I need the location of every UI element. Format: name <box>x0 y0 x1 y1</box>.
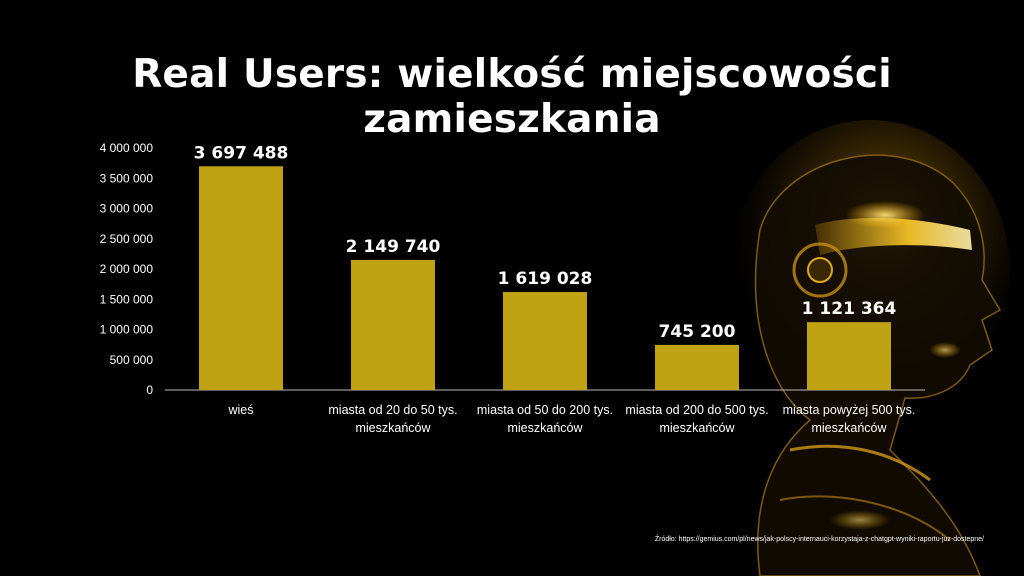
category-label: miasta od 50 do 200 tys. <box>477 403 613 417</box>
y-tick-label: 1 000 000 <box>100 323 154 337</box>
y-tick-label: 1 500 000 <box>100 292 154 306</box>
y-tick-label: 3 500 000 <box>100 171 154 185</box>
category-label: miasta od 200 do 500 tys. <box>625 403 768 417</box>
slide-title: Real Users: wielkość miejscowości zamies… <box>132 52 892 142</box>
bar <box>503 292 587 390</box>
bar <box>655 344 739 390</box>
category-label: mieszkańców <box>507 421 583 435</box>
bar <box>807 322 891 390</box>
category-label: mieszkańców <box>355 421 431 435</box>
y-tick-label: 2 500 000 <box>100 232 154 246</box>
y-tick-label: 0 <box>146 383 153 397</box>
bar-value-label: 2 149 740 <box>346 237 441 257</box>
category-label: wieś <box>227 403 253 417</box>
y-tick-label: 3 000 000 <box>100 202 154 216</box>
bar <box>351 259 435 390</box>
y-tick-label: 500 000 <box>110 353 154 367</box>
bar-value-label: 3 697 488 <box>194 143 289 163</box>
category-label: mieszkańców <box>811 421 887 435</box>
bar-value-label: 1 619 028 <box>498 269 593 289</box>
category-label: miasta powyżej 500 tys. <box>783 403 916 417</box>
y-tick-label: 4 000 000 <box>100 141 154 155</box>
bar-value-label: 745 200 <box>659 322 736 342</box>
category-label: mieszkańców <box>659 421 735 435</box>
y-tick-label: 2 000 000 <box>100 262 154 276</box>
bar <box>199 166 283 390</box>
bar-value-label: 1 121 364 <box>802 299 897 319</box>
category-label: miasta od 20 do 50 tys. <box>328 403 457 417</box>
source-note: Źródło: https://gemius.com/pl/news/jak-p… <box>654 536 984 543</box>
